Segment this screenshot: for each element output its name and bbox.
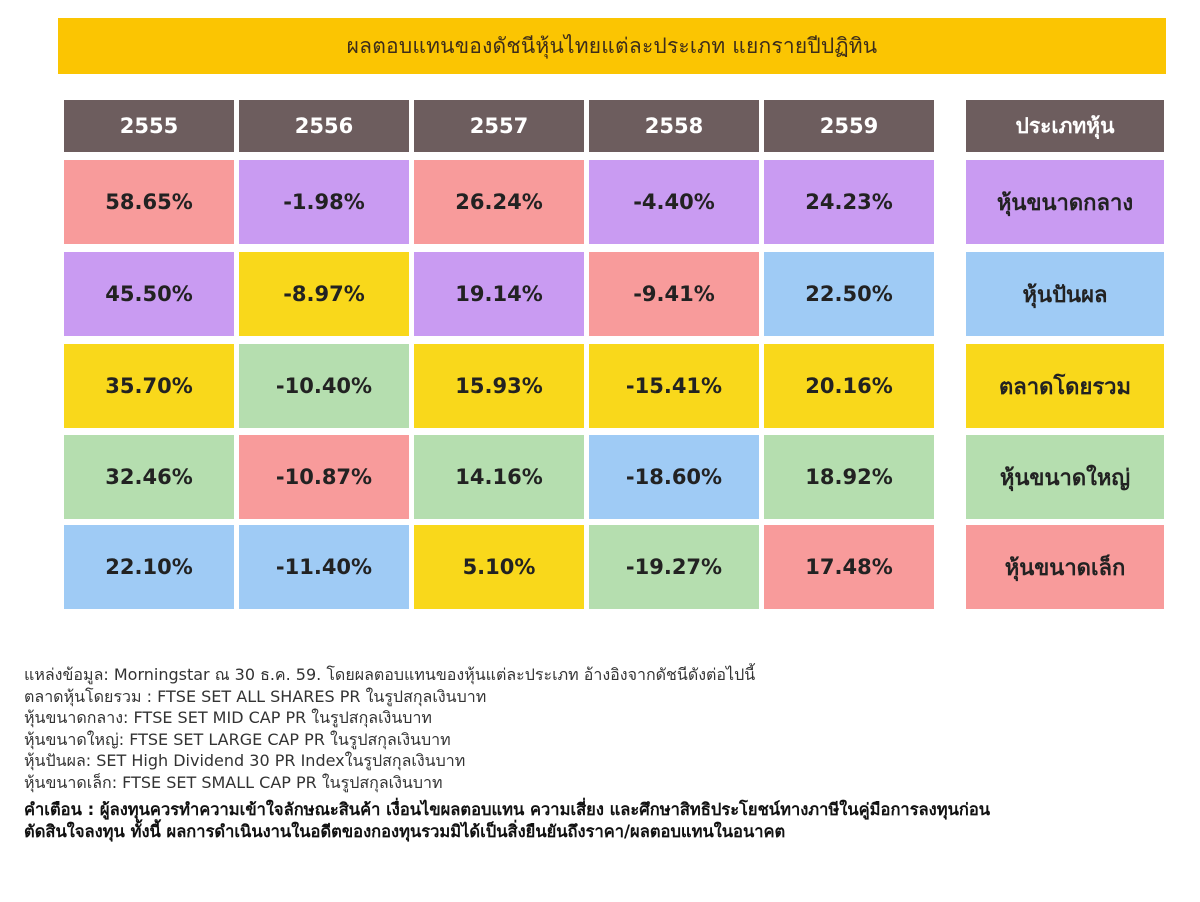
source-note-line: หุ้นขนาดใหญ่: FTSE SET LARGE CAP PR ในรู… xyxy=(24,729,451,749)
year-header-2556: 2556 xyxy=(239,100,409,152)
return-cell-2555-rank-2: 45.50% xyxy=(64,252,234,336)
return-cell-2557-rank-4: 14.16% xyxy=(414,435,584,519)
return-cell-2557-rank-3: 15.93% xyxy=(414,344,584,428)
return-cell-2557-rank-2: 19.14% xyxy=(414,252,584,336)
source-note-line: แหล่งข้อมูล: Morningstar ณ 30 ธ.ค. 59. โ… xyxy=(24,665,756,684)
year-header-2559: 2559 xyxy=(764,100,934,152)
return-cell-2559-rank-4: 18.92% xyxy=(764,435,934,519)
warning-line: คำเตือน : ผู้ลงทุนควรทำความเข้าใจลักษณะส… xyxy=(24,800,991,819)
return-cell-2559-rank-5: 17.48% xyxy=(764,525,934,609)
return-cell-2555-rank-1: 58.65% xyxy=(64,160,234,244)
category-label-market: ตลาดโดยรวม xyxy=(966,344,1164,428)
return-cell-2556-rank-3: -10.40% xyxy=(239,344,409,428)
category-label-small: หุ้นขนาดเล็ก xyxy=(966,525,1164,609)
category-label-dividend: หุ้นปันผล xyxy=(966,252,1164,336)
return-cell-2556-rank-1: -1.98% xyxy=(239,160,409,244)
return-cell-2558-rank-2: -9.41% xyxy=(589,252,759,336)
return-cell-2558-rank-5: -19.27% xyxy=(589,525,759,609)
warning-line: ตัดสินใจลงทุน ทั้งนี้ ผลการดำเนินงานในอด… xyxy=(24,822,786,841)
return-cell-2559-rank-2: 22.50% xyxy=(764,252,934,336)
return-cell-2556-rank-5: -11.40% xyxy=(239,525,409,609)
return-cell-2557-rank-5: 5.10% xyxy=(414,525,584,609)
category-label-mid: หุ้นขนาดกลาง xyxy=(966,160,1164,244)
return-cell-2556-rank-2: -8.97% xyxy=(239,252,409,336)
return-cell-2558-rank-3: -15.41% xyxy=(589,344,759,428)
return-cell-2559-rank-1: 24.23% xyxy=(764,160,934,244)
category-header: ประเภทหุ้น xyxy=(966,100,1164,152)
return-cell-2555-rank-3: 35.70% xyxy=(64,344,234,428)
source-note-line: หุ้นขนาดกลาง: FTSE SET MID CAP PR ในรูปส… xyxy=(24,708,432,727)
return-cell-2558-rank-4: -18.60% xyxy=(589,435,759,519)
source-notes: แหล่งข้อมูล: Morningstar ณ 30 ธ.ค. 59. โ… xyxy=(24,664,1184,793)
return-cell-2556-rank-4: -10.87% xyxy=(239,435,409,519)
return-cell-2559-rank-3: 20.16% xyxy=(764,344,934,428)
source-note-line: หุ้นปันผล: SET High Dividend 30 PR Index… xyxy=(24,751,466,770)
source-note-line: ตลาดหุ้นโดยรวม : FTSE SET ALL SHARES PR … xyxy=(24,686,487,706)
return-cell-2555-rank-5: 22.10% xyxy=(64,525,234,609)
year-header-2555: 2555 xyxy=(64,100,234,152)
notes-section: แหล่งข้อมูล: Morningstar ณ 30 ธ.ค. 59. โ… xyxy=(24,664,1184,843)
year-header-2558: 2558 xyxy=(589,100,759,152)
warning-notes: คำเตือน : ผู้ลงทุนควรทำความเข้าใจลักษณะส… xyxy=(24,799,1184,843)
return-cell-2557-rank-1: 26.24% xyxy=(414,160,584,244)
return-cell-2558-rank-1: -4.40% xyxy=(589,160,759,244)
category-label-large: หุ้นขนาดใหญ่ xyxy=(966,435,1164,519)
year-header-2557: 2557 xyxy=(414,100,584,152)
source-note-line: หุ้นขนาดเล็ก: FTSE SET SMALL CAP PR ในรู… xyxy=(24,772,443,792)
chart-title: ผลตอบแทนของดัชนีหุ้นไทยแต่ละประเภท แยกรา… xyxy=(58,18,1166,74)
return-cell-2555-rank-4: 32.46% xyxy=(64,435,234,519)
